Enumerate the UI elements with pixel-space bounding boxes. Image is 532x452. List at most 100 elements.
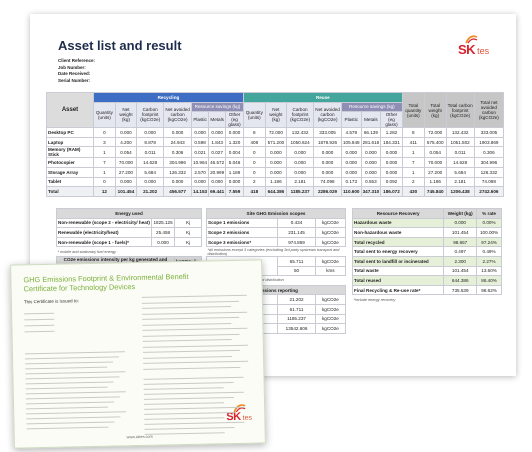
cell: 1.189 bbox=[225, 166, 244, 178]
cell: 0.000 bbox=[380, 166, 403, 178]
total-column-header: Total weight (kg) bbox=[423, 91, 447, 129]
cell: 0.434 bbox=[277, 217, 316, 229]
report-title: Asset list and result bbox=[58, 38, 182, 53]
recovery-header: Resource Recovery bbox=[351, 208, 445, 219]
cell: 8 bbox=[242, 127, 266, 138]
cell: 0.027 bbox=[208, 146, 227, 159]
cell: 0.011 bbox=[136, 146, 165, 159]
text-line bbox=[142, 311, 248, 315]
cell: 408 bbox=[242, 136, 266, 148]
cell: 25.458 bbox=[151, 227, 175, 238]
cell: 1878.926 bbox=[313, 136, 342, 148]
cell: 0.054 bbox=[114, 146, 138, 159]
cell: 333.005 bbox=[313, 127, 342, 138]
cell: 0.000 bbox=[360, 146, 382, 159]
cell: kgCO2e bbox=[314, 313, 347, 325]
cell: 8 bbox=[401, 127, 425, 138]
text-line bbox=[143, 387, 224, 391]
cell: 0.000 bbox=[264, 157, 288, 168]
asset-header: Asset bbox=[46, 91, 94, 129]
cell: 10.964 bbox=[191, 157, 210, 168]
header-row: Quantity (units) Net weight (kg) Carbon fo… bbox=[47, 101, 504, 129]
cell: 0.000 bbox=[340, 146, 362, 159]
cell: 281.618 bbox=[360, 136, 382, 148]
text-line bbox=[144, 406, 245, 411]
asset-row: Desktop PC 0 0.000 0.000 0.000 0.000 0.000 0.00… bbox=[46, 127, 505, 138]
asset-row: Memory (RAM) Stick 1 0.054 0.011 0.306 0.021 0… bbox=[46, 146, 505, 159]
text-line bbox=[142, 322, 232, 326]
certificate: GHG Emissions Footprint & Environmental … bbox=[10, 259, 266, 449]
cell: 2.27% bbox=[476, 255, 502, 267]
energy-row: Renewable (electricity/heat) 25.458 Kj bbox=[55, 227, 203, 238]
column-header: Other (eg glass) bbox=[225, 111, 244, 129]
column-header: Plastic bbox=[340, 111, 362, 129]
text-line bbox=[25, 376, 120, 380]
cell: 0.000 bbox=[191, 127, 210, 138]
text-line bbox=[25, 361, 114, 365]
column-header: Net weight (kg) bbox=[114, 101, 138, 129]
text-line bbox=[24, 324, 55, 327]
cell: 411 bbox=[401, 136, 425, 148]
cell: 86.40% bbox=[476, 275, 502, 286]
savings-header: Resource savings (kg) bbox=[191, 101, 244, 113]
text-line bbox=[144, 426, 235, 431]
column-header: Net avoided carbon (kgCO2e) bbox=[163, 101, 193, 129]
cell: Kj bbox=[173, 217, 203, 229]
text-line bbox=[142, 333, 240, 337]
text-line bbox=[26, 416, 121, 420]
energy-row: Non-renewable (scope 2 - electricity/ he… bbox=[55, 217, 203, 229]
text-line bbox=[24, 318, 55, 321]
logo-swirl bbox=[465, 35, 478, 44]
cell: 1.843 bbox=[208, 136, 227, 148]
cell: 8.878 bbox=[136, 136, 165, 148]
asset-name: Laptop bbox=[46, 136, 94, 148]
cell: 0.49% bbox=[476, 246, 502, 257]
cell: 98.62% bbox=[476, 284, 502, 296]
cell: 1 bbox=[401, 146, 425, 159]
cell: 347.310 bbox=[360, 186, 382, 197]
cell: 105.848 bbox=[340, 136, 362, 148]
cell: 2 bbox=[242, 176, 266, 188]
cell: Renewable (electricity/heat) bbox=[55, 227, 153, 238]
cell: 0.000 bbox=[340, 166, 362, 178]
cell: 24.943 bbox=[163, 136, 193, 148]
cell: 231.145 bbox=[277, 227, 316, 238]
cell: Total waste bbox=[351, 265, 445, 277]
column-header: Metals bbox=[208, 111, 227, 129]
cell: Total sent to landfill or incinerated bbox=[351, 255, 445, 267]
cell: 184.331 bbox=[380, 136, 403, 148]
cell: 14.628 bbox=[136, 157, 165, 168]
cell: 0.000 bbox=[225, 176, 244, 188]
asset-name: Memory (RAM) Stick bbox=[46, 146, 94, 159]
note: * mobile and stationary fuel energy bbox=[57, 249, 116, 254]
cell: 1050.624 bbox=[286, 136, 315, 148]
cell: 0.000 bbox=[114, 176, 138, 188]
cell: 0.000 bbox=[286, 157, 315, 168]
text-line bbox=[24, 351, 125, 355]
text-line bbox=[25, 366, 108, 370]
cell: 418 bbox=[242, 186, 266, 197]
cell: 7.559 bbox=[225, 186, 244, 197]
column-header: Metals bbox=[360, 111, 382, 129]
cell: 132.432 bbox=[286, 127, 315, 138]
header-row: Energy used bbox=[56, 208, 202, 219]
cell: Hazardous waste bbox=[351, 217, 445, 229]
cell: 571.200 bbox=[264, 136, 288, 148]
cell: 0.306 bbox=[163, 146, 193, 159]
cell: 2.181 bbox=[445, 176, 475, 188]
logo-text: tes bbox=[242, 414, 253, 422]
group-header: Reuse bbox=[242, 92, 403, 103]
note: *include energy recovery bbox=[353, 297, 396, 302]
asset-name: Desktop PC bbox=[46, 127, 94, 138]
cell: 27.200 bbox=[423, 166, 447, 178]
cell: 7 bbox=[401, 157, 425, 168]
column-header: Quantity (units) bbox=[242, 101, 266, 129]
cell: Total sent to energy recovery bbox=[351, 246, 445, 257]
cell: 2.181 bbox=[286, 176, 315, 188]
certificate-footer: www.sktes.com bbox=[126, 434, 153, 440]
cell: 74.098 bbox=[313, 176, 342, 188]
cell: 1185.237 bbox=[277, 313, 316, 325]
cell: Final Recycling & Re-use rate* bbox=[351, 284, 445, 296]
cell: Kj bbox=[173, 227, 203, 238]
